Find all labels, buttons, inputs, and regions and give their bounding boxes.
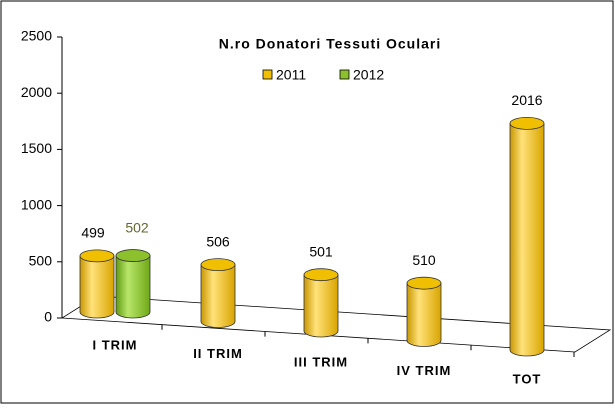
x-tick-label: TOT xyxy=(513,371,542,386)
bar xyxy=(80,255,114,312)
bar xyxy=(510,123,544,350)
bar xyxy=(304,274,338,331)
bar xyxy=(407,283,441,341)
bar-top xyxy=(303,268,339,282)
x-tick-label: II TRIM xyxy=(193,346,243,361)
bar-top xyxy=(406,276,442,290)
bar-top xyxy=(79,249,115,263)
x-tick-label: III TRIM xyxy=(294,354,348,369)
legend-label: 2011 xyxy=(276,67,306,83)
bar-top xyxy=(509,117,545,130)
y-tick-label: 1000 xyxy=(21,196,52,212)
y-tick-label: 1500 xyxy=(21,140,52,156)
value-label: 510 xyxy=(412,252,436,268)
legend-label: 2012 xyxy=(353,67,384,83)
chart-title: N.ro Donatori Tessuti Oculari xyxy=(219,36,441,52)
bar xyxy=(116,255,150,312)
legend-swatch xyxy=(262,69,273,80)
x-tick-label: IV TRIM xyxy=(397,363,452,378)
value-label: 2016 xyxy=(511,92,542,108)
x-tick-label: I TRIM xyxy=(93,337,138,352)
value-label: 499 xyxy=(81,225,105,241)
y-tick-label: 2000 xyxy=(21,84,52,100)
value-label: 502 xyxy=(125,219,149,235)
bar xyxy=(201,264,235,322)
y-tick-label: 500 xyxy=(29,253,53,269)
y-tick-label: 0 xyxy=(44,309,52,325)
bar-top xyxy=(115,249,151,262)
y-tick-label: 2500 xyxy=(21,28,52,44)
bar-top xyxy=(200,258,236,272)
value-label: 501 xyxy=(309,243,333,259)
value-label: 506 xyxy=(206,233,230,249)
legend-swatch xyxy=(339,69,350,80)
